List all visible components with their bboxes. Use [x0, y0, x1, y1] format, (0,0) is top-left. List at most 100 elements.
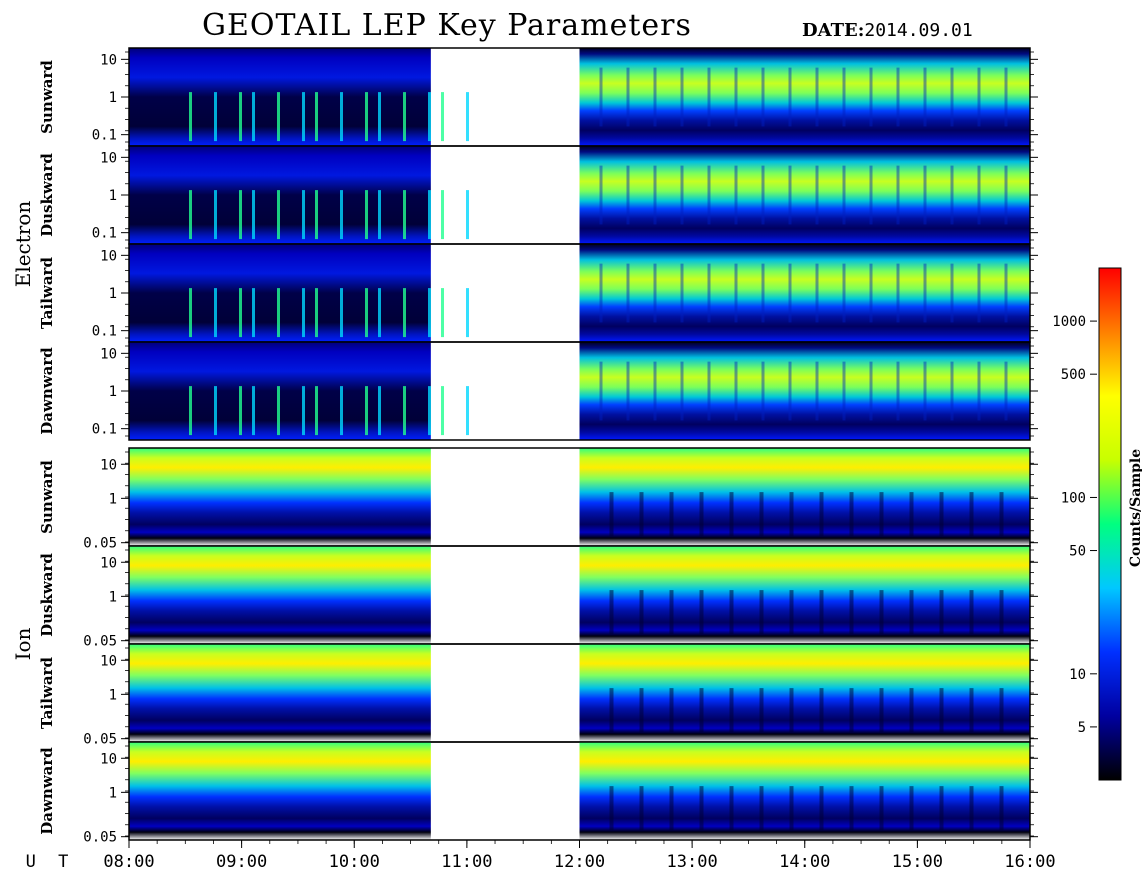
ion-sunward-dip [699, 492, 704, 537]
ion-dawnward-dip [969, 786, 974, 831]
electron-tailward-dip [653, 263, 657, 323]
colorbar-tick-label: 5 [1078, 720, 1086, 736]
electron-sunward-dip [680, 67, 684, 127]
electron-sunward-dip [761, 67, 765, 127]
ion-dawnward-dip [609, 786, 614, 831]
electron-tailward-burst [239, 288, 242, 338]
electron-sunward-panel [128, 47, 1031, 147]
ion-duskward-spectrogram-segment [579, 546, 1030, 644]
electron-duskward-dip [788, 165, 792, 225]
electron-duskward-burst [428, 190, 431, 240]
electron-dawnward-dip [653, 361, 657, 421]
electron-tailward-dip [842, 263, 846, 323]
colorbar-label: Counts/Sample [1128, 449, 1142, 567]
electron-tailward-burst [302, 288, 305, 338]
chart-title: GEOTAIL LEP Key Parameters [202, 8, 692, 43]
ion-tailward-dip [759, 688, 764, 733]
electron-sunward-burst [214, 92, 217, 142]
electron-tailward-dip [707, 263, 711, 323]
electron-tailward-dip [869, 263, 873, 323]
ion-tailward-dip [909, 688, 914, 733]
electron-duskward-dip [680, 165, 684, 225]
ion-sunward-dip [999, 492, 1004, 537]
electron-sunward-burst [378, 92, 381, 142]
electron-dawnward-y-tick-label: 1 [109, 384, 117, 400]
electron-tailward-burst [378, 288, 381, 338]
electron-sunward-burst [277, 92, 280, 142]
x-tick-label: 14:00 [779, 852, 830, 872]
ion-dawnward-dip [939, 786, 944, 831]
ion-dawnward-dip [639, 786, 644, 831]
electron-sunward-burst [302, 92, 305, 142]
electron-duskward-dip [626, 165, 630, 225]
electron-dawnward-burst [252, 386, 255, 436]
electron-sunward-burst [189, 92, 192, 142]
x-axis-label: U T [26, 852, 75, 872]
electron-duskward-dip [977, 165, 981, 225]
electron-dawnward-burst [403, 386, 406, 436]
ion-dawnward-label: Dawnward [38, 747, 56, 835]
electron-tailward-burst [214, 288, 217, 338]
electron-dawnward-dip [896, 361, 900, 421]
electron-sunward-dip [599, 67, 603, 127]
x-tick-label: 11:00 [441, 852, 492, 872]
ion-dawnward-dip [789, 786, 794, 831]
electron-duskward-burst [302, 190, 305, 240]
ion-sunward-y-tick-label: 0.05 [83, 536, 117, 552]
electron-dawnward-spectrogram-segment [579, 342, 1030, 440]
electron-sunward-dip [734, 67, 738, 127]
electron-duskward-y-tick-label: 0.1 [92, 226, 117, 242]
electron-dawnward-dip [1004, 361, 1008, 421]
ion-duskward-dip [969, 590, 974, 635]
ion-duskward-dip [729, 590, 734, 635]
electron-sunward-burst [239, 92, 242, 142]
x-tick-label: 10:00 [329, 852, 380, 872]
electron-dawnward-dip [869, 361, 873, 421]
ion-dawnward-y-tick-label: 0.05 [83, 830, 117, 846]
electron-dawnward-burst [189, 386, 192, 436]
ion-dawnward-dip [699, 786, 704, 831]
ion-duskward-dip [879, 590, 884, 635]
x-tick-label: 15:00 [892, 852, 943, 872]
ion-duskward-dip [639, 590, 644, 635]
electron-tailward-dip [1004, 263, 1008, 323]
ion-tailward-dip [879, 688, 884, 733]
ion-sunward-dip [939, 492, 944, 537]
ion-sunward-spectrogram-segment [129, 448, 431, 546]
electron-dawnward-label: Dawnward [38, 347, 56, 435]
x-tick-label: 13:00 [667, 852, 718, 872]
electron-duskward-label: Duskward [38, 153, 56, 237]
electron-sunward-dip [653, 67, 657, 127]
electron-dawnward-burst [378, 386, 381, 436]
ion-sunward-dip [909, 492, 914, 537]
electron-dawnward-burst [277, 386, 280, 436]
electron-dawnward-dip [707, 361, 711, 421]
electron-sunward-dip [896, 67, 900, 127]
electron-dawnward-dip [599, 361, 603, 421]
electron-tailward-spectrogram-segment [579, 244, 1030, 342]
electron-tailward-dip [734, 263, 738, 323]
electron-dawnward-dip [788, 361, 792, 421]
electron-tailward-burst [189, 288, 192, 338]
electron-tailward-dip [950, 263, 954, 323]
electron-dawnward-dip [950, 361, 954, 421]
electron-tailward-burst [365, 288, 368, 338]
ion-tailward-label: Tailward [38, 657, 56, 729]
ion-dawnward-y-tick-label: 10 [100, 751, 117, 767]
electron-duskward-dip [653, 165, 657, 225]
ion-tailward-dip [669, 688, 674, 733]
electron-sunward-dip [788, 67, 792, 127]
electron-sunward-burst [340, 92, 343, 142]
electron-dawnward-burst [315, 386, 318, 436]
electron-sunward-burst [403, 92, 406, 142]
ion-tailward-dip [849, 688, 854, 733]
ion-duskward-dip [699, 590, 704, 635]
electron-sunward-y-tick-label: 0.1 [92, 128, 117, 144]
ion-dawnward-y-tick-label: 1 [109, 785, 117, 801]
electron-duskward-dip [599, 165, 603, 225]
ion-duskward-dip [669, 590, 674, 635]
ion-duskward-dip [609, 590, 614, 635]
electron-tailward-dip [896, 263, 900, 323]
ion-duskward-label: Duskward [38, 553, 56, 637]
